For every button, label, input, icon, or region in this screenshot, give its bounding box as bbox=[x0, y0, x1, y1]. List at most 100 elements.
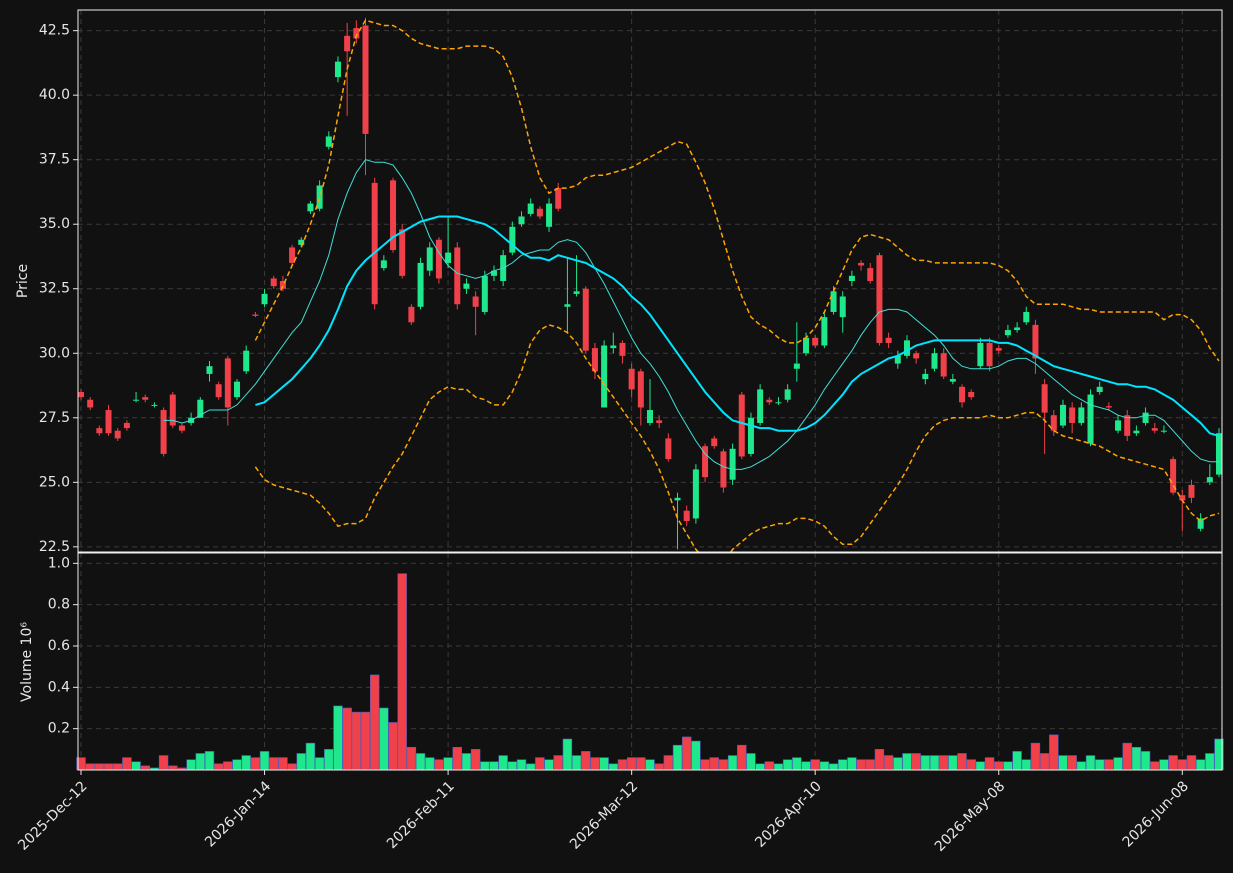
volume-bar bbox=[828, 763, 839, 771]
candle-body bbox=[289, 247, 296, 263]
candle-body bbox=[325, 136, 332, 147]
volume-bar bbox=[1003, 761, 1013, 771]
volume-bar bbox=[1049, 734, 1059, 771]
candle-body bbox=[169, 394, 176, 426]
y-tick-label: 0.4 bbox=[48, 679, 70, 695]
candle-body bbox=[858, 262, 865, 266]
volume-bar bbox=[645, 759, 655, 771]
candle-body bbox=[316, 185, 323, 209]
candle-body bbox=[546, 203, 553, 227]
y-tick-label: 42.5 bbox=[39, 23, 70, 39]
candle-body bbox=[151, 404, 158, 406]
candle-body bbox=[509, 226, 516, 253]
candle-body bbox=[876, 255, 883, 343]
volume-bar bbox=[883, 755, 894, 771]
volume-bar bbox=[581, 751, 591, 771]
candles bbox=[78, 17, 1222, 552]
volume-bar bbox=[911, 753, 921, 771]
volume-bar bbox=[425, 757, 435, 771]
volume-bar bbox=[1186, 755, 1197, 771]
volume-bar bbox=[250, 757, 261, 771]
volume-bar bbox=[333, 705, 343, 771]
volume-bar bbox=[1150, 761, 1160, 771]
candle-body bbox=[481, 275, 488, 312]
volume-bar bbox=[1012, 751, 1022, 771]
volume-frame bbox=[77, 552, 1223, 771]
candle-body bbox=[757, 389, 764, 423]
volume-bar bbox=[718, 759, 729, 771]
candle-body bbox=[518, 216, 525, 225]
candle-body bbox=[922, 373, 929, 380]
volume-bar bbox=[599, 757, 609, 771]
candle-body bbox=[142, 397, 149, 400]
candle-body bbox=[1170, 459, 1177, 493]
candle-body bbox=[1069, 407, 1076, 423]
volume-bar bbox=[434, 759, 444, 771]
candle-body bbox=[445, 252, 452, 263]
volume-bar bbox=[351, 711, 362, 771]
volume-bar bbox=[324, 749, 334, 771]
volume-bar bbox=[975, 761, 986, 771]
volume-bar bbox=[296, 753, 306, 771]
candle-body bbox=[123, 422, 130, 429]
candle-body bbox=[334, 61, 341, 78]
volume-bar bbox=[480, 761, 490, 771]
volume-bar bbox=[94, 763, 105, 771]
volume-bar bbox=[360, 711, 371, 771]
candle-body bbox=[1023, 311, 1030, 323]
volume-bar bbox=[819, 761, 830, 771]
candle-body bbox=[371, 182, 378, 305]
volume-bar bbox=[158, 755, 169, 771]
candle-body bbox=[766, 399, 773, 403]
indicator-line bbox=[254, 19, 1220, 362]
indicator-line bbox=[255, 215, 1220, 437]
candle-body bbox=[968, 391, 975, 398]
y-tick-label: 0.2 bbox=[48, 721, 70, 737]
volume-bar bbox=[654, 763, 664, 771]
volume-bar bbox=[168, 765, 178, 771]
candle-body bbox=[78, 391, 84, 398]
candle-body bbox=[1206, 477, 1213, 483]
candle-body bbox=[197, 399, 204, 418]
candle-body bbox=[472, 296, 479, 307]
candle-body bbox=[133, 399, 140, 401]
candle-body bbox=[463, 283, 470, 289]
candle-body bbox=[848, 275, 855, 281]
candle-body bbox=[582, 288, 589, 351]
volume-bar bbox=[608, 763, 618, 771]
candle-body bbox=[344, 35, 351, 52]
candle-body bbox=[591, 348, 598, 372]
y-tick-label: 37.5 bbox=[39, 152, 70, 168]
volume-bar bbox=[223, 761, 233, 771]
volume-bar bbox=[525, 763, 536, 771]
candle-body bbox=[555, 188, 562, 209]
candle-body bbox=[729, 448, 736, 480]
candle-body bbox=[747, 417, 754, 454]
candle-body bbox=[711, 438, 718, 447]
candle-body bbox=[1160, 430, 1167, 432]
volume-bar bbox=[755, 763, 765, 771]
volume-bar bbox=[305, 742, 316, 771]
volume-bar bbox=[1039, 753, 1050, 771]
y-tick-label: 30.0 bbox=[39, 345, 70, 361]
volume-bar bbox=[498, 755, 508, 771]
candle-body bbox=[784, 389, 791, 400]
candle-body bbox=[564, 304, 571, 307]
volume-bar bbox=[856, 759, 866, 771]
candle-body bbox=[674, 497, 681, 501]
volume-bar bbox=[535, 757, 545, 771]
volume-bar bbox=[994, 761, 1004, 771]
candle-body bbox=[573, 291, 580, 294]
candle-body bbox=[1188, 484, 1195, 498]
candle-body bbox=[527, 203, 534, 214]
candle-body bbox=[362, 25, 369, 134]
volume-bar bbox=[957, 753, 967, 771]
candle-body bbox=[821, 317, 828, 346]
candle-body bbox=[206, 366, 213, 374]
volume-bar bbox=[801, 761, 811, 771]
volume-bar bbox=[1140, 751, 1151, 771]
candle-body bbox=[380, 260, 387, 269]
y-tick-label: 0.8 bbox=[48, 597, 70, 613]
volume-bar bbox=[920, 755, 931, 771]
candle-body bbox=[601, 345, 608, 408]
